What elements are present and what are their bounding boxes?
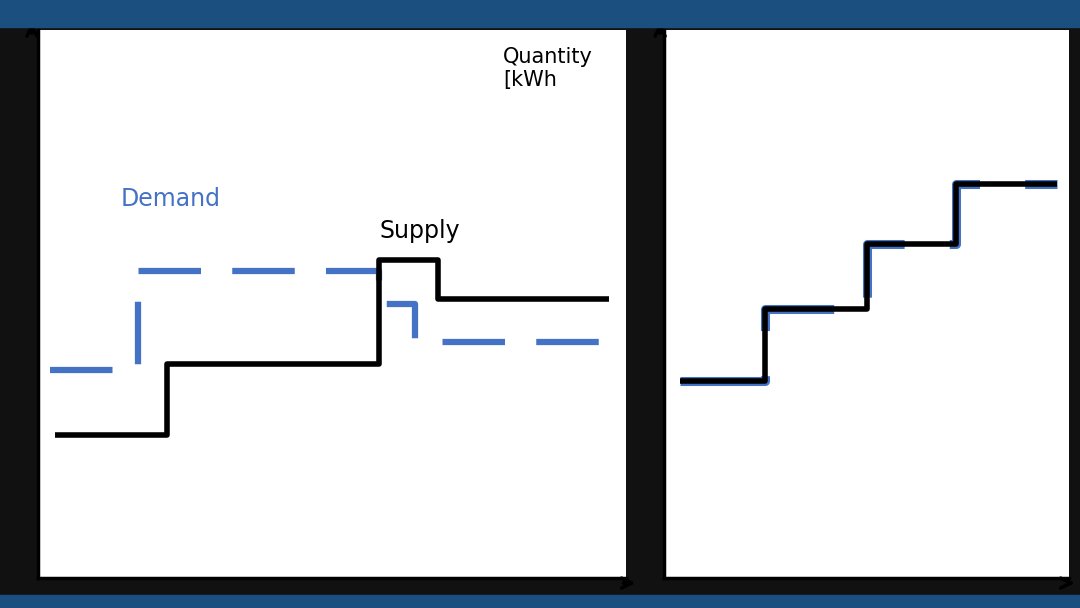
Text: Quantity
[kWh: Quantity [kWh	[503, 47, 593, 90]
Text: Demand: Demand	[120, 187, 220, 210]
Text: Supply: Supply	[379, 219, 460, 243]
